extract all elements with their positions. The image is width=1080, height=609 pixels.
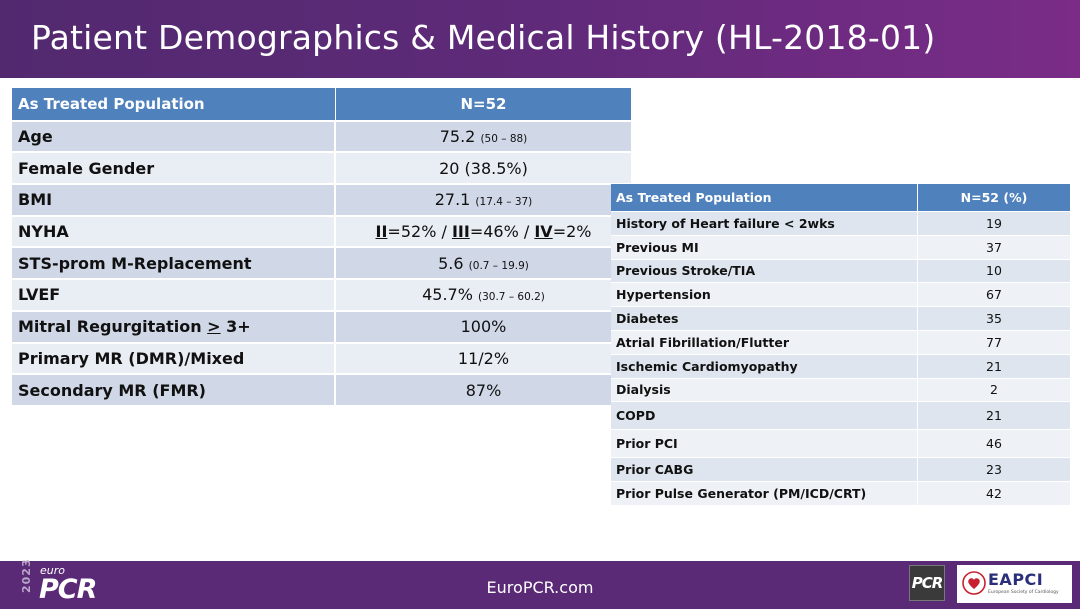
title-bar: Patient Demographics & Medical History (… (0, 0, 1080, 78)
row-value: 11/2% (336, 341, 631, 374)
row-value: 45.7% (30.7 – 60.2) (336, 278, 631, 310)
row-value: 27.1 (17.4 – 37) (336, 183, 631, 215)
table-row: Dialysis 2 (611, 377, 1070, 402)
eapci-logo: EAPCI European Society of Cardiology (957, 565, 1072, 603)
row-label: Atrial Fibrillation/Flutter (611, 329, 918, 354)
row-value: 20 (38.5%) (336, 151, 631, 184)
table-row: Age 75.2 (50 – 88) (12, 119, 631, 152)
row-label: STS-prom M-Replacement (12, 246, 336, 279)
table-row: Diabetes 35 (611, 306, 1070, 330)
row-label: Prior PCI (611, 429, 918, 458)
row-value: 21 (918, 401, 1070, 430)
row-label: Dialysis (611, 377, 918, 402)
row-value: 35 (918, 306, 1070, 330)
row-label: BMI (12, 183, 336, 215)
row-label: Previous MI (611, 234, 918, 259)
demographics-table: As Treated Population N=52 Age 75.2 (50 … (12, 88, 631, 405)
row-label: History of Heart failure < 2wks (611, 211, 918, 235)
europcr-logo: PCR (39, 574, 97, 605)
row-label: COPD (611, 401, 918, 430)
column-header: As Treated Population (611, 184, 918, 211)
table-row: Ischemic Cardiomyopathy 21 (611, 353, 1070, 378)
row-label: Previous Stroke/TIA (611, 258, 918, 283)
table-row: Prior CABG 23 (611, 457, 1070, 482)
row-label: Diabetes (611, 306, 918, 330)
row-value: 23 (918, 457, 1070, 482)
europcr-logo-euro: euro (40, 564, 65, 577)
row-label: Secondary MR (FMR) (12, 373, 336, 405)
row-value: 21 (918, 353, 1070, 378)
row-value: 100% (336, 309, 631, 342)
row-value: 19 (918, 211, 1070, 235)
row-label: NYHA (12, 214, 336, 247)
table-header-row: As Treated Population N=52 (12, 88, 631, 120)
table-row: Primary MR (DMR)/Mixed 11/2% (12, 341, 631, 374)
table-row: BMI 27.1 (17.4 – 37) (12, 183, 631, 215)
row-label: LVEF (12, 278, 336, 310)
table-row: Atrial Fibrillation/Flutter 77 (611, 329, 1070, 354)
row-label: Female Gender (12, 151, 336, 184)
row-label: Hypertension (611, 282, 918, 307)
row-value: 37 (918, 234, 1070, 259)
table-row: Prior PCI 46 (611, 429, 1070, 458)
row-value: 42 (918, 481, 1070, 505)
table-row: COPD 21 (611, 401, 1070, 430)
row-value: II=52% / III=46% / IV=2% (336, 214, 631, 247)
footer-url: EuroPCR.com (486, 578, 594, 597)
page-title: Patient Demographics & Medical History (… (31, 18, 936, 57)
eapci-subtitle: European Society of Cardiology (988, 590, 1059, 595)
heart-icon (962, 571, 986, 595)
table-row: NYHA II=52% / III=46% / IV=2% (12, 214, 631, 247)
row-value: 5.6 (0.7 – 19.9) (336, 246, 631, 279)
row-label: Prior Pulse Generator (PM/ICD/CRT) (611, 481, 918, 505)
eapci-name: EAPCI (988, 570, 1044, 589)
row-label: Primary MR (DMR)/Mixed (12, 341, 336, 374)
table-row: History of Heart failure < 2wks 19 (611, 211, 1070, 235)
table-row: STS-prom M-Replacement 5.6 (0.7 – 19.9) (12, 246, 631, 279)
row-value: 87% (336, 373, 631, 405)
table-row: Prior Pulse Generator (PM/ICD/CRT) 42 (611, 481, 1070, 505)
row-value: 46 (918, 429, 1070, 458)
row-value: 2 (918, 377, 1070, 402)
pcr-logo: PCR (909, 565, 945, 601)
table-row: Hypertension 67 (611, 282, 1070, 307)
table-row: Previous MI 37 (611, 234, 1070, 259)
table-row: Female Gender 20 (38.5%) (12, 151, 631, 184)
table-row: Previous Stroke/TIA 10 (611, 258, 1070, 283)
row-label: Mitral Regurgitation > 3+ (12, 309, 336, 342)
row-value: 10 (918, 258, 1070, 283)
table-row: Mitral Regurgitation > 3+ 100% (12, 309, 631, 342)
footer-bar: 2023 euro PCR EuroPCR.com PCR EAPCI Euro… (0, 558, 1080, 609)
row-value: 67 (918, 282, 1070, 307)
row-label: Age (12, 119, 336, 152)
row-label: Ischemic Cardiomyopathy (611, 353, 918, 378)
row-value: 77 (918, 329, 1070, 354)
table-row: LVEF 45.7% (30.7 – 60.2) (12, 278, 631, 310)
row-value: 75.2 (50 – 88) (336, 119, 631, 152)
column-header: N=52 (%) (918, 184, 1070, 211)
table-row: Secondary MR (FMR) 87% (12, 373, 631, 405)
row-label: Prior CABG (611, 457, 918, 482)
table-header-row: As Treated Population N=52 (%) (611, 184, 1070, 211)
medical-history-table: As Treated Population N=52 (%) History o… (611, 184, 1070, 505)
column-header: N=52 (336, 88, 631, 120)
column-header: As Treated Population (12, 88, 336, 120)
